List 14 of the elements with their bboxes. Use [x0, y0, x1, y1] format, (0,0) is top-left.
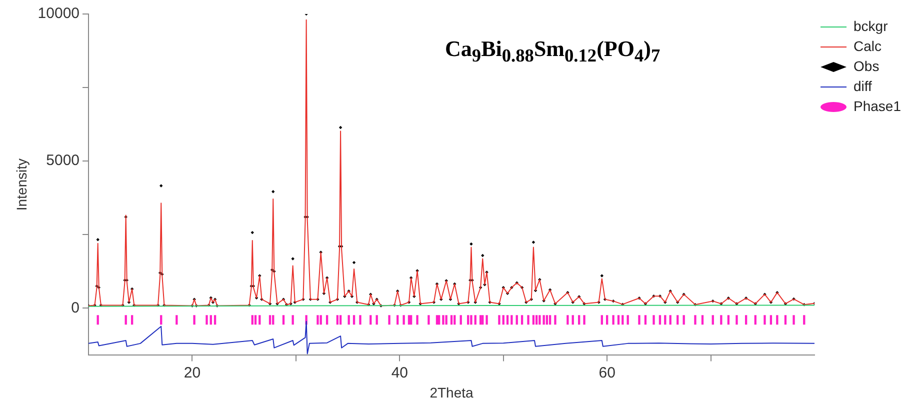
- chart-title: Ca$_{9}$Bi$_{0.88}$Sm$_{0.12}$(PO$_{4}$)$_{7}$: [445, 36, 660, 66]
- legend-label: Phase1: [854, 98, 902, 114]
- legend-label: Obs: [854, 58, 880, 74]
- y-axis-title: Intensity: [13, 158, 30, 211]
- y-tick-label: 10000: [38, 5, 80, 22]
- x-axis-title: 2Theta: [430, 384, 474, 400]
- x-tick-label: 40: [391, 364, 408, 382]
- legend-label: bckgr: [854, 18, 888, 34]
- x-tick-label: 20: [184, 364, 201, 382]
- legend-label: diff: [854, 78, 872, 94]
- legend-label: Calc: [854, 38, 882, 54]
- x-tick-label: 60: [598, 364, 616, 382]
- y-tick-label: 0: [71, 299, 80, 316]
- y-tick-label: 5000: [46, 152, 80, 170]
